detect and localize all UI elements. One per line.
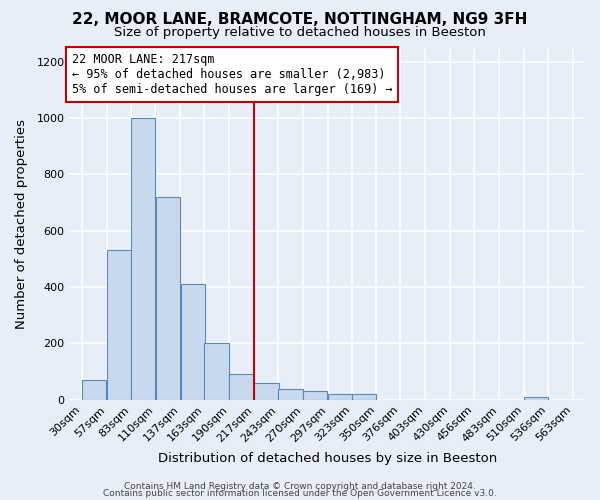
Bar: [524, 397, 548, 400]
Bar: [205, 344, 229, 400]
Text: Size of property relative to detached houses in Beeston: Size of property relative to detached ho…: [114, 26, 486, 39]
Bar: [352, 394, 376, 400]
Bar: [254, 383, 278, 400]
Bar: [107, 250, 131, 400]
Bar: [82, 380, 106, 400]
Text: 22 MOOR LANE: 217sqm
← 95% of detached houses are smaller (2,983)
5% of semi-det: 22 MOOR LANE: 217sqm ← 95% of detached h…: [72, 53, 392, 96]
Bar: [328, 394, 352, 400]
Bar: [229, 374, 254, 400]
Text: Contains HM Land Registry data © Crown copyright and database right 2024.: Contains HM Land Registry data © Crown c…: [124, 482, 476, 491]
Text: Contains public sector information licensed under the Open Government Licence v3: Contains public sector information licen…: [103, 489, 497, 498]
Bar: [155, 197, 180, 400]
Bar: [131, 118, 155, 400]
Bar: [303, 392, 328, 400]
Text: 22, MOOR LANE, BRAMCOTE, NOTTINGHAM, NG9 3FH: 22, MOOR LANE, BRAMCOTE, NOTTINGHAM, NG9…: [73, 12, 527, 28]
Bar: [181, 284, 205, 400]
Bar: [278, 388, 302, 400]
Y-axis label: Number of detached properties: Number of detached properties: [15, 118, 28, 328]
X-axis label: Distribution of detached houses by size in Beeston: Distribution of detached houses by size …: [158, 452, 497, 465]
